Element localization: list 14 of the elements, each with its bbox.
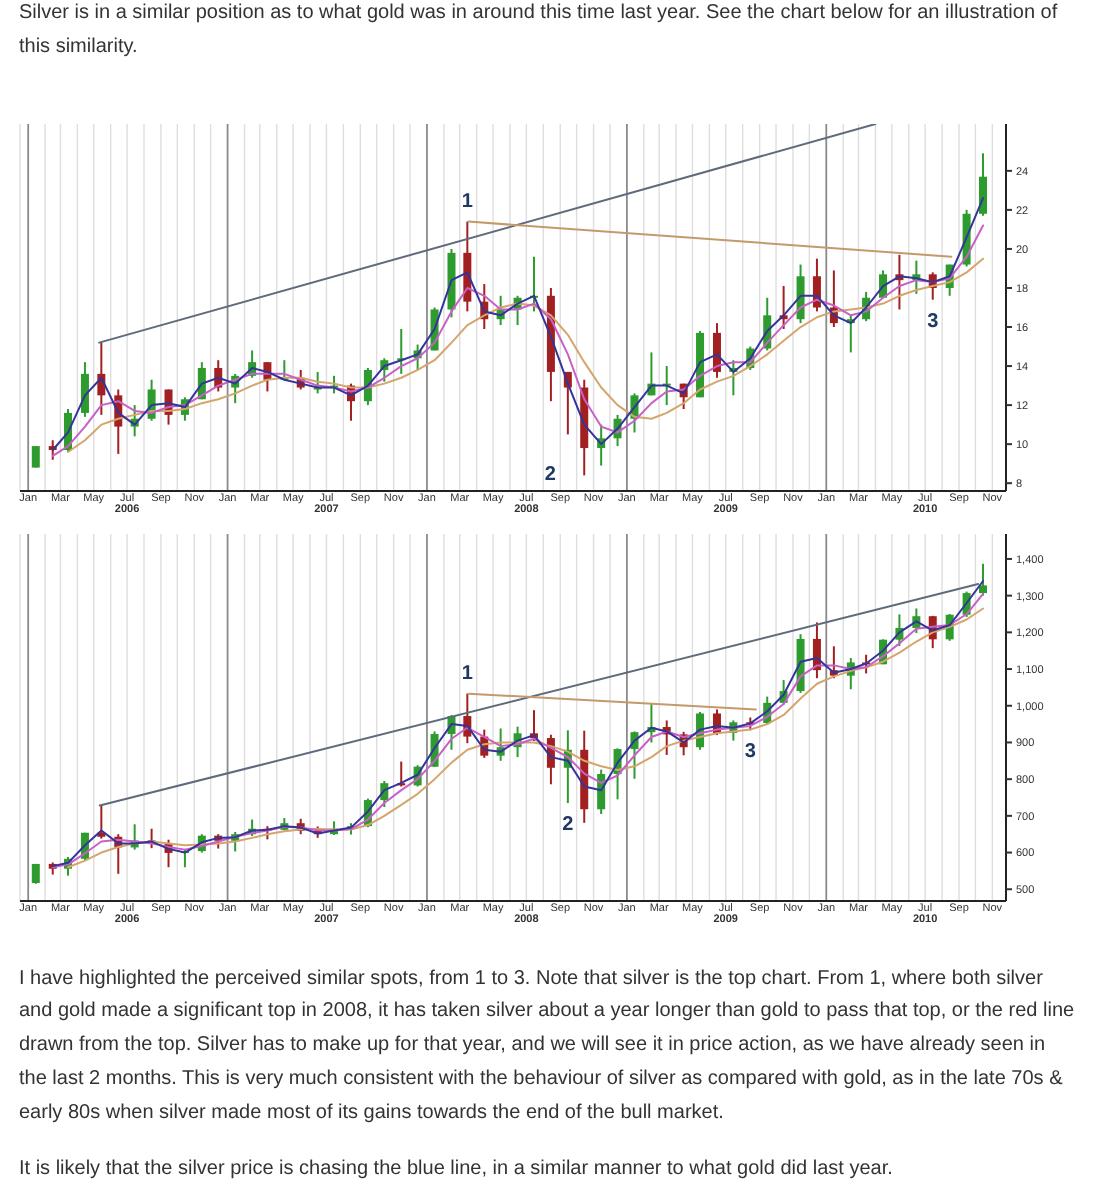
candlestick	[80, 361, 89, 418]
candlestick	[979, 152, 987, 217]
annotation: 2	[544, 464, 557, 487]
line-series	[67, 257, 985, 453]
annotation: 2	[562, 814, 575, 837]
chart-title: Silver is in a similar position as to what gold was in around this time last year. See the chart below for an illustration of this similarity.	[19, 0, 1060, 62]
annotation: 3	[927, 310, 940, 333]
annotation: 1	[461, 190, 474, 213]
text: I have highlighted the perceived similar spots, from 1 to 3. Note that silver is the top chart. From 1, where both silver and gold made a significant top in 2008, it has taken silver about a year longer than gold to pass that top, or the red line drawn from the top. Silver has to make up for that year, and we will see it in price action, as we have already seen in the last 2 months. This is very much consistent with the behaviour of silver as compared with gold, as in the late 70s & early 80s when silver made most of its gains towards the end of the bull market.	[19, 965, 1077, 1127]
annotation: 3	[744, 741, 757, 764]
text: It is likely that the silver price is chasing the blue line, in a similar manner to what gold did last year.	[19, 1155, 895, 1183]
candlestick	[31, 445, 40, 469]
candlestick	[979, 562, 987, 597]
annotation: 1	[461, 662, 474, 685]
